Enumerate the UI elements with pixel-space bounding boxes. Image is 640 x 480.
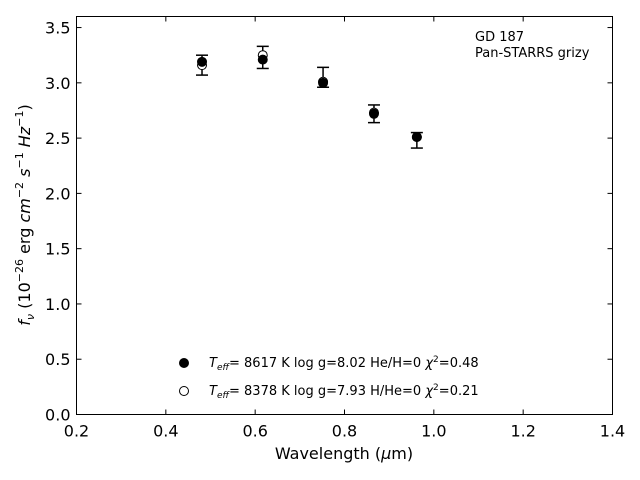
model-point-filled — [368, 108, 379, 119]
model-point-filled — [197, 56, 208, 67]
x-tick-label: 0.6 — [242, 422, 267, 441]
y-tick-label: 1.0 — [45, 295, 70, 314]
plot-frame — [76, 16, 613, 415]
data-markers — [197, 50, 422, 143]
x-tick-label: 1.2 — [510, 422, 535, 441]
y-tick-label: 0.5 — [45, 350, 70, 369]
y-tick-label: 3.0 — [45, 74, 70, 93]
error-bars — [196, 45, 423, 149]
x-tick-label: 0.4 — [153, 422, 178, 441]
y-tick-label: 0.0 — [45, 406, 70, 425]
survey-name: Pan-STARRS grizy — [475, 46, 590, 61]
object-name: GD 187 — [475, 30, 524, 45]
y-tick-label: 1.5 — [45, 240, 70, 259]
y-tick-label: 3.5 — [45, 19, 70, 38]
legend-entry-1: Teff= 8617 K log g=8.02 He/H=0 χ2=0.48 — [209, 355, 479, 373]
x-axis-title: Wavelength (μm) — [275, 444, 413, 463]
y-tick-label: 2.5 — [45, 129, 70, 148]
y-axis-title: fν (10−26 erg cm−2 s−1 Hz−1) — [13, 104, 37, 325]
legend-entry-2: Teff= 8378 K log g=7.93 H/He=0 χ2=0.21 — [209, 383, 479, 401]
model-point-filled — [411, 132, 422, 143]
legend-marker-filled — [179, 358, 189, 368]
x-axis: 0.2 0.4 0.6 0.8 1.0 1.2 1.4 — [64, 16, 625, 441]
x-tick-label: 1.0 — [421, 422, 446, 441]
x-tick-label: 1.4 — [600, 422, 625, 441]
y-tick-label: 2.0 — [45, 184, 70, 203]
legend-marker-open — [179, 386, 189, 396]
x-tick-label: 0.2 — [64, 422, 89, 441]
y-axis: 0.0 0.5 1.0 1.5 2.0 2.5 3.0 3.5 — [45, 19, 613, 425]
x-tick-label: 0.8 — [332, 422, 357, 441]
legend: Teff= 8617 K log g=8.02 He/H=0 χ2=0.48 T… — [179, 355, 479, 401]
model-point-filled — [257, 54, 268, 65]
model-point-filled — [318, 77, 329, 88]
